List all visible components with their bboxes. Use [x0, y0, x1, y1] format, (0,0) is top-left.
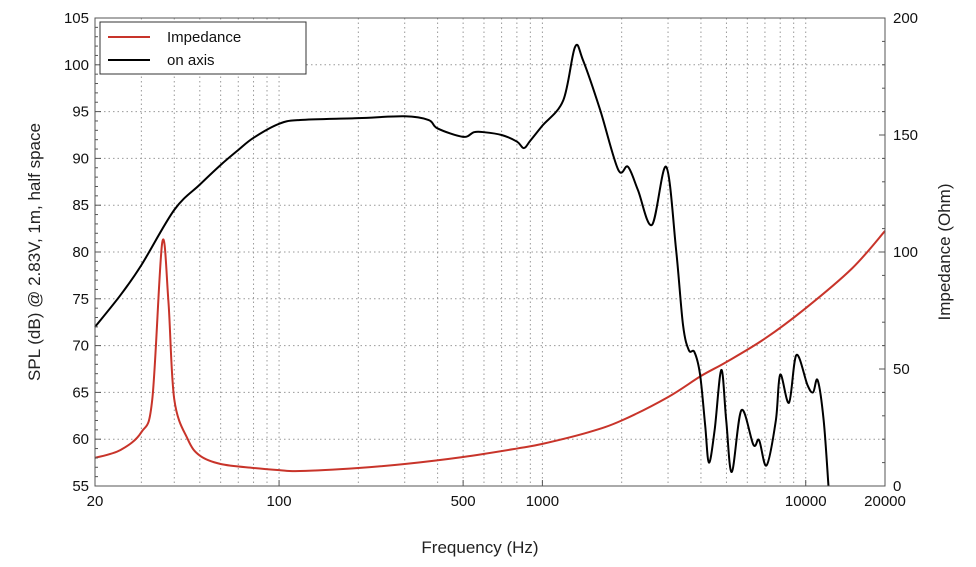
y-tick-label: 80: [72, 244, 89, 261]
y-tick-label: 90: [72, 150, 89, 167]
ticks: 55 60 65 70 75 80 85 90 95 100 105 0 50 100 150 200 20 10…: [64, 10, 918, 510]
legend-label-on-axis: on axis: [167, 52, 215, 69]
y2-tick-label: 200: [893, 10, 918, 27]
y2-tick-label: 0: [893, 478, 901, 495]
curves: [94, 43, 886, 487]
x-tick-label: 100: [267, 493, 292, 510]
y-tick-label: 105: [64, 10, 89, 27]
x-axis-label: Frequency (Hz): [421, 538, 538, 557]
y-tick-label: 95: [72, 104, 89, 121]
y-tick-label: 85: [72, 197, 89, 214]
y2-axis-label: Impedance (Ohm): [935, 184, 954, 321]
legend-box: [99, 21, 307, 75]
y-axis-label: SPL (dB) @ 2.83V, 1m, half space: [25, 123, 44, 381]
y-tick-label: 75: [72, 291, 89, 308]
y-tick-label: 70: [72, 338, 89, 355]
x-tick-label: 1000: [526, 493, 559, 510]
x-tick-label: 500: [451, 493, 476, 510]
grid: [95, 18, 885, 486]
legend: Impedance on axis: [99, 21, 307, 75]
y2-tick-label: 150: [893, 127, 918, 144]
y2-tick-label: 50: [893, 361, 910, 378]
series-line-impedance: [94, 230, 886, 473]
series-line-on-axis: [94, 43, 830, 487]
legend-label-impedance: Impedance: [167, 29, 241, 46]
y-tick-label: 55: [72, 478, 89, 495]
x-tick-label: 10000: [785, 493, 827, 510]
y2-tick-label: 100: [893, 244, 918, 261]
y-tick-label: 60: [72, 431, 89, 448]
y-tick-label: 100: [64, 57, 89, 74]
x-tick-label: 20: [87, 493, 104, 510]
y-tick-label: 65: [72, 384, 89, 401]
x-tick-label: 20000: [864, 493, 906, 510]
